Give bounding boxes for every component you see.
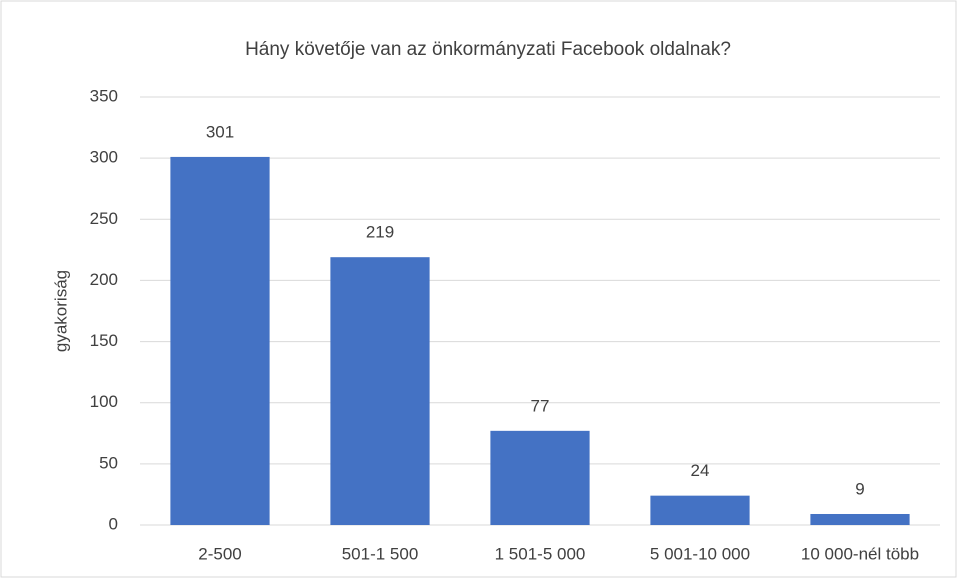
y-tick-label: 200: [90, 270, 118, 289]
chart-title: Hány követője van az önkormányzati Faceb…: [245, 39, 731, 60]
data-label: 301: [206, 122, 234, 141]
y-tick-label: 300: [90, 148, 118, 167]
bar: [170, 156, 270, 526]
x-tick-label: 501-1 500: [342, 544, 419, 563]
x-tick-label: 5 001-10 000: [650, 544, 750, 563]
bar: [650, 495, 750, 525]
y-axis-label: gyakoriság: [51, 270, 70, 352]
y-tick-label: 0: [109, 514, 118, 533]
y-tick-label: 100: [90, 392, 118, 411]
data-label: 24: [691, 461, 710, 480]
bar: [330, 257, 430, 525]
bar: [810, 513, 910, 525]
y-tick-label: 350: [90, 86, 118, 105]
data-label: 219: [366, 223, 394, 242]
x-tick-label: 2-500: [198, 544, 241, 563]
y-tick-label: 50: [99, 453, 118, 472]
bar: [490, 430, 590, 525]
data-label: 77: [531, 396, 550, 415]
x-tick-label: 1 501-5 000: [495, 544, 586, 563]
y-tick-label: 250: [90, 209, 118, 228]
y-tick-label: 150: [90, 331, 118, 350]
x-tick-label: 10 000-nél több: [801, 544, 919, 563]
data-label: 9: [855, 479, 864, 498]
